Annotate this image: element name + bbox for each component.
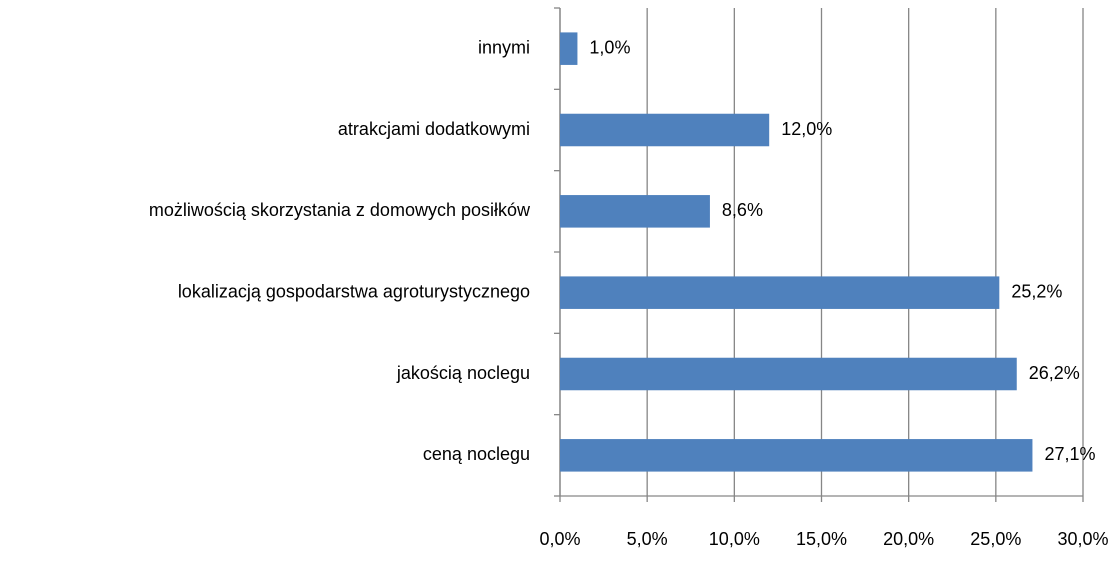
value-label: 1,0% — [589, 37, 630, 57]
bar — [560, 357, 1017, 391]
x-tick-label: 0,0% — [539, 529, 580, 549]
bar — [560, 439, 1033, 472]
value-label: 8,6% — [722, 200, 763, 220]
x-tick-label: 30,0% — [1057, 529, 1108, 549]
y-tick-label: atrakcjami dodatkowymi — [338, 119, 530, 139]
y-tick-label: lokalizacją gospodarstwa agroturystyczne… — [178, 281, 530, 301]
bar — [560, 32, 578, 65]
y-tick-label: jakością noclegu — [396, 363, 530, 383]
y-tick-label: ceną noclegu — [423, 444, 530, 464]
x-tick-label: 5,0% — [627, 529, 668, 549]
x-tick-label: 25,0% — [970, 529, 1021, 549]
value-label: 25,2% — [1011, 281, 1062, 301]
value-label: 27,1% — [1044, 444, 1095, 464]
x-tick-label: 10,0% — [709, 529, 760, 549]
value-label: 26,2% — [1029, 363, 1080, 383]
bar — [560, 195, 710, 228]
y-tick-label: możliwością skorzystania z domowych posi… — [149, 200, 531, 220]
value-label: 12,0% — [781, 119, 832, 139]
bar — [560, 276, 1000, 309]
x-tick-label: 15,0% — [796, 529, 847, 549]
bar — [560, 113, 770, 147]
x-tick-label: 20,0% — [883, 529, 934, 549]
y-tick-label: innymi — [478, 37, 530, 57]
